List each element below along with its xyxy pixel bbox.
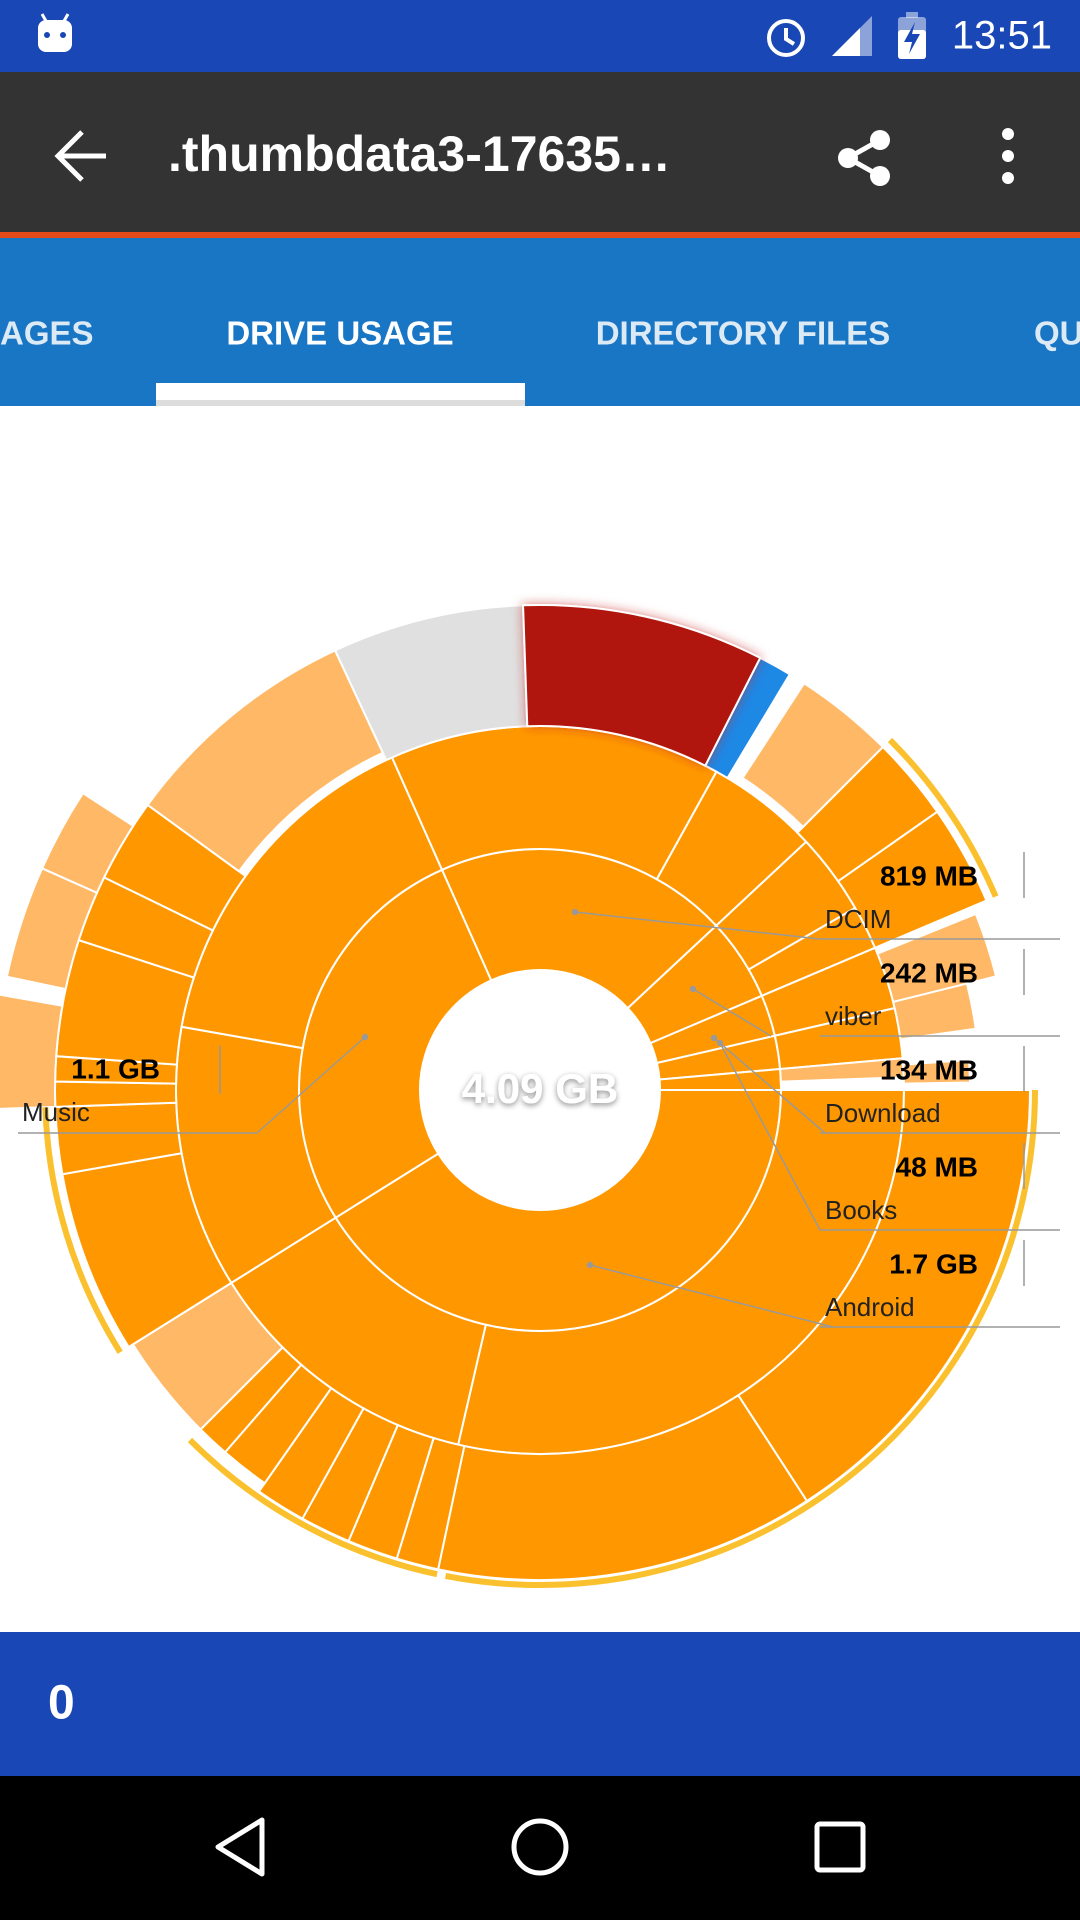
size-label: 242 MB bbox=[880, 957, 978, 988]
leader-dot bbox=[716, 1039, 724, 1047]
folder-label: Music bbox=[22, 1097, 90, 1127]
size-label: 1.1 GB bbox=[71, 1053, 160, 1084]
sunburst-segment bbox=[40, 791, 135, 895]
nav-back[interactable] bbox=[215, 1817, 265, 1877]
sunburst-selected bbox=[522, 604, 762, 768]
overflow-menu[interactable] bbox=[1002, 128, 1014, 184]
folder-label: Android bbox=[825, 1292, 915, 1322]
sunburst[interactable] bbox=[0, 604, 1038, 1589]
size-label: 134 MB bbox=[880, 1054, 978, 1085]
size-label: 1.7 GB bbox=[889, 1248, 978, 1279]
tab-indicator-edge bbox=[156, 400, 525, 406]
sunburst-segment bbox=[0, 993, 64, 1110]
folder-label: Download bbox=[825, 1098, 941, 1128]
size-label: 819 MB bbox=[880, 860, 978, 891]
folder-label: DCIM bbox=[825, 904, 891, 934]
size-label: 48 MB bbox=[896, 1151, 978, 1182]
folder-label: viber bbox=[825, 1001, 882, 1031]
tab-active[interactable]: DRIVE USAGE bbox=[226, 315, 453, 352]
leader-dot bbox=[710, 1034, 718, 1042]
bottom-bar bbox=[0, 1632, 1080, 1776]
folder-label: Books bbox=[825, 1195, 897, 1225]
center-label: 4.09 GB bbox=[462, 1065, 618, 1112]
tab[interactable]: AGES bbox=[0, 315, 94, 352]
leader-line bbox=[719, 1042, 821, 1231]
leader-line bbox=[692, 988, 772, 1037]
nav-home[interactable] bbox=[511, 1818, 569, 1876]
leader-dot bbox=[586, 1261, 594, 1269]
sunburst-segment bbox=[902, 1058, 971, 1085]
android-icon bbox=[38, 13, 72, 52]
sunburst-segment bbox=[836, 810, 988, 950]
sunburst-rim bbox=[943, 804, 999, 898]
count: 0 bbox=[48, 1677, 75, 1730]
sunburst-segment bbox=[891, 982, 977, 1041]
leader-line bbox=[589, 1264, 834, 1328]
accent-line bbox=[0, 232, 1080, 238]
battery-icon bbox=[898, 12, 926, 59]
status-time: 13:51 bbox=[952, 14, 1052, 58]
toolbar-title: .thumbdata3-17635… bbox=[168, 126, 671, 182]
alarm-icon bbox=[767, 19, 805, 57]
leader-line bbox=[713, 1037, 826, 1134]
tab-bar bbox=[0, 238, 1080, 406]
leader-lines bbox=[18, 852, 1060, 1328]
nav-bar bbox=[0, 1776, 1080, 1920]
sunburst-segment bbox=[146, 649, 385, 873]
tab[interactable]: QU bbox=[1034, 315, 1080, 352]
leader-line bbox=[574, 911, 821, 940]
toolbar bbox=[0, 72, 1080, 232]
signal-level bbox=[832, 28, 860, 56]
leader-dot bbox=[689, 985, 697, 993]
leader-line bbox=[256, 1036, 366, 1134]
nav-recents[interactable] bbox=[814, 1821, 866, 1873]
leader-dot bbox=[571, 908, 579, 916]
share-button[interactable] bbox=[838, 130, 890, 186]
sunburst-segment bbox=[703, 656, 792, 780]
leader-dot bbox=[361, 1033, 369, 1041]
sunburst-rim bbox=[887, 737, 948, 808]
back-button[interactable] bbox=[54, 130, 106, 182]
tab[interactable]: DIRECTORY FILES bbox=[596, 315, 891, 352]
labels: 819 MB DCIM 242 MB viber 134 MB Download 48 MB… bbox=[22, 860, 978, 1321]
